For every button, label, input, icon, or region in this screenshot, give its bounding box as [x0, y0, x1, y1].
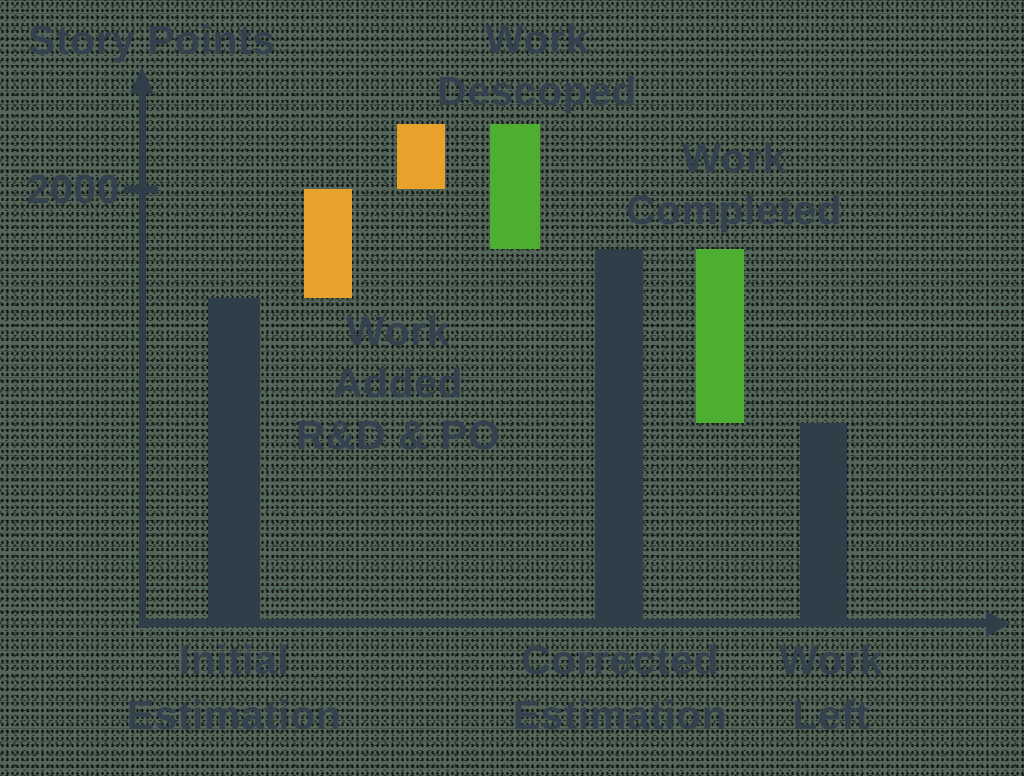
corrected-estimation-label-line: Estimation	[512, 692, 728, 738]
bar-initial-estimation	[208, 297, 260, 627]
work-descoped-label-line: Work	[485, 16, 589, 62]
work-left-label-line: Left	[792, 692, 870, 738]
initial-estimation-label: Initial Estimation	[127, 633, 342, 743]
x-axis-line	[139, 619, 988, 627]
work-completed-label-line: Completed	[625, 187, 843, 233]
work-completed-label: Work Completed	[626, 132, 842, 236]
bar-work-added-step-1	[304, 189, 352, 298]
work-left-label: Work Left	[779, 633, 883, 743]
work-added-label: Work Added R&D & PO	[296, 305, 500, 461]
initial-estimation-label-line: Estimation	[126, 692, 342, 738]
bar-work-completed	[696, 248, 744, 423]
bar-work-descoped	[490, 123, 540, 249]
y-axis-tick-label: 2000	[26, 166, 120, 212]
work-added-label-line: R&D & PO	[295, 412, 501, 458]
x-axis-arrowhead-icon	[986, 611, 1010, 637]
work-descoped-label-line: Descoped	[437, 68, 637, 114]
y-axis-line	[139, 92, 146, 628]
work-completed-label-line: Work	[682, 135, 786, 181]
corrected-estimation-label-line: Corrected	[520, 637, 720, 683]
work-added-label-line: Added	[332, 360, 464, 406]
bar-work-added-step-2	[397, 123, 445, 189]
initial-estimation-label-line: Initial	[178, 637, 290, 683]
work-descoped-label: Work Descoped	[437, 13, 637, 117]
work-left-label-line: Work	[779, 637, 883, 683]
y-axis-title: Story Points	[28, 17, 276, 63]
bar-work-left	[800, 422, 847, 627]
work-added-label-line: Work	[346, 308, 450, 354]
corrected-estimation-label: Corrected Estimation	[513, 633, 728, 743]
bar-corrected-estimation	[595, 248, 643, 627]
y-axis-arrowhead-icon	[130, 67, 154, 94]
